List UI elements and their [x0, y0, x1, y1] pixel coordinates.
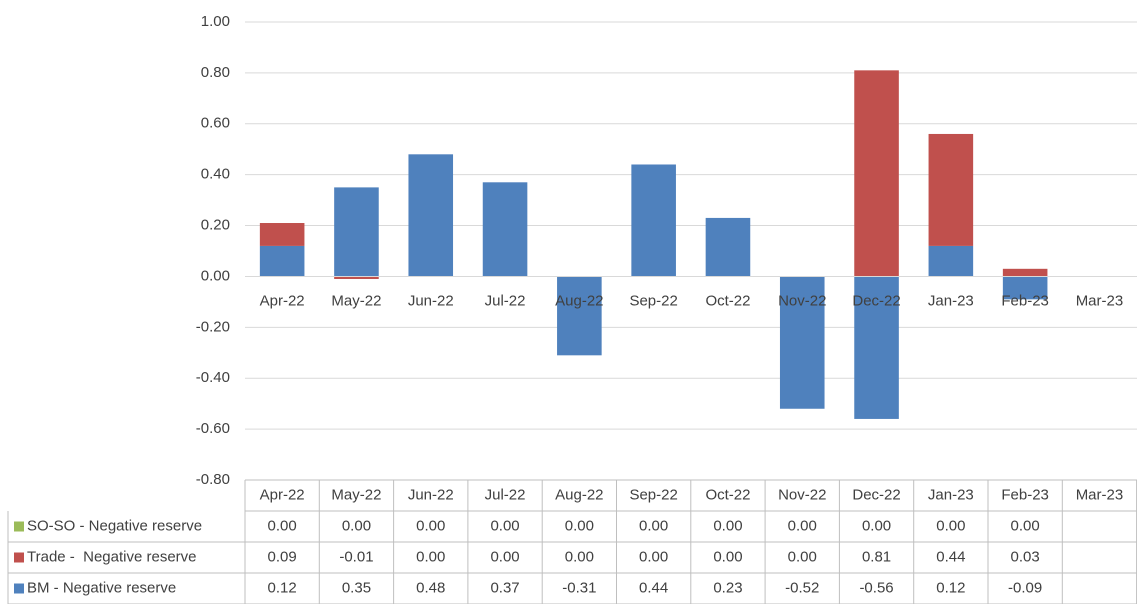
x-tick-label: Jul-22	[485, 292, 526, 309]
y-tick-label: 0.40	[201, 166, 230, 183]
bar	[779, 276, 825, 409]
table-header: Oct-22	[705, 486, 750, 503]
table-header: Aug-22	[555, 486, 603, 503]
table-cell: 0.44	[936, 548, 965, 565]
table-cell: 0.12	[268, 579, 297, 596]
bar	[928, 133, 974, 246]
bar	[334, 187, 379, 277]
bar	[631, 164, 676, 277]
bar	[854, 276, 899, 419]
table-cell: 0.00	[788, 548, 817, 565]
table-cell: -0.52	[785, 579, 819, 596]
y-tick-label: -0.80	[196, 471, 230, 488]
y-tick-label: 0.20	[201, 217, 230, 234]
x-tick-label: Aug-22	[555, 292, 603, 309]
table-cell: 0.00	[1011, 517, 1040, 534]
table-cell: 0.23	[713, 579, 742, 596]
table-cell: 0.81	[862, 548, 891, 565]
legend-key	[14, 583, 24, 594]
table-cell: -0.31	[562, 579, 596, 596]
bar	[854, 70, 899, 277]
x-tick-label: Sep-22	[629, 292, 677, 309]
table-cell: 0.00	[268, 517, 297, 534]
bar	[1002, 276, 1048, 300]
table-header: Jul-22	[485, 486, 526, 503]
table-header: Feb-23	[1001, 486, 1049, 503]
y-tick-label: 1.00	[201, 13, 230, 30]
x-tick-label: Jun-22	[408, 292, 454, 309]
table-cell: 0.44	[639, 579, 668, 596]
bar	[1002, 268, 1048, 277]
table-header: Jan-23	[928, 486, 974, 503]
table-cell: 0.00	[936, 517, 965, 534]
table-header: Jun-22	[408, 486, 454, 503]
legend-key	[14, 552, 24, 563]
table-cell: 0.00	[565, 517, 594, 534]
bar	[334, 276, 379, 279]
table-cell: -0.56	[859, 579, 893, 596]
table-header: Dec-22	[852, 486, 900, 503]
x-tick-label: Apr-22	[260, 292, 305, 309]
table-cell: 0.12	[936, 579, 965, 596]
bar	[705, 217, 751, 277]
legend-key	[14, 521, 24, 532]
table-header: Mar-23	[1076, 486, 1124, 503]
table-cell: 0.00	[490, 517, 519, 534]
x-tick-label: Oct-22	[705, 292, 750, 309]
table-cell: 0.35	[342, 579, 371, 596]
bar	[928, 245, 974, 277]
table-header: May-22	[331, 486, 381, 503]
y-tick-label: -0.40	[196, 369, 230, 386]
legend-label: SO-SO - Negative reserve	[27, 517, 202, 534]
x-tick-label: Feb-23	[1001, 292, 1049, 309]
table-cell: 0.00	[416, 517, 445, 534]
table-cell: 0.09	[268, 548, 297, 565]
y-tick-label: -0.60	[196, 420, 230, 437]
table-cell: 0.00	[639, 548, 668, 565]
bar	[408, 154, 454, 277]
table-cell: 0.00	[490, 548, 519, 565]
x-tick-label: Dec-22	[852, 292, 900, 309]
table-cell: 0.00	[342, 517, 371, 534]
legend-label: Trade - Negative reserve	[27, 548, 197, 565]
bar	[557, 276, 602, 356]
table-header: Sep-22	[629, 486, 677, 503]
table-cell: -0.09	[1008, 579, 1042, 596]
legend-label: BM - Negative reserve	[27, 579, 176, 596]
table-cell: 0.00	[416, 548, 445, 565]
table-cell: 0.00	[862, 517, 891, 534]
table-header: Apr-22	[260, 486, 305, 503]
bar	[259, 223, 305, 246]
x-tick-label: May-22	[331, 292, 381, 309]
y-tick-label: 0.00	[201, 267, 230, 284]
x-tick-label: Nov-22	[778, 292, 826, 309]
y-tick-label: 0.60	[201, 115, 230, 132]
table-cell: -0.01	[339, 548, 373, 565]
table-cell: 0.00	[713, 548, 742, 565]
y-tick-label: 0.80	[201, 64, 230, 81]
bar	[259, 245, 305, 277]
table-cell: 0.03	[1011, 548, 1040, 565]
table-cell: 0.00	[713, 517, 742, 534]
x-tick-label: Mar-23	[1076, 292, 1124, 309]
y-tick-label: -0.20	[196, 318, 230, 335]
table-cell: 0.48	[416, 579, 445, 596]
table-cell: 0.00	[788, 517, 817, 534]
table-header: Nov-22	[778, 486, 826, 503]
bar	[482, 182, 528, 277]
x-tick-label: Jan-23	[928, 292, 974, 309]
table-cell: 0.00	[565, 548, 594, 565]
table-cell: 0.37	[490, 579, 519, 596]
table-cell: 0.00	[639, 517, 668, 534]
